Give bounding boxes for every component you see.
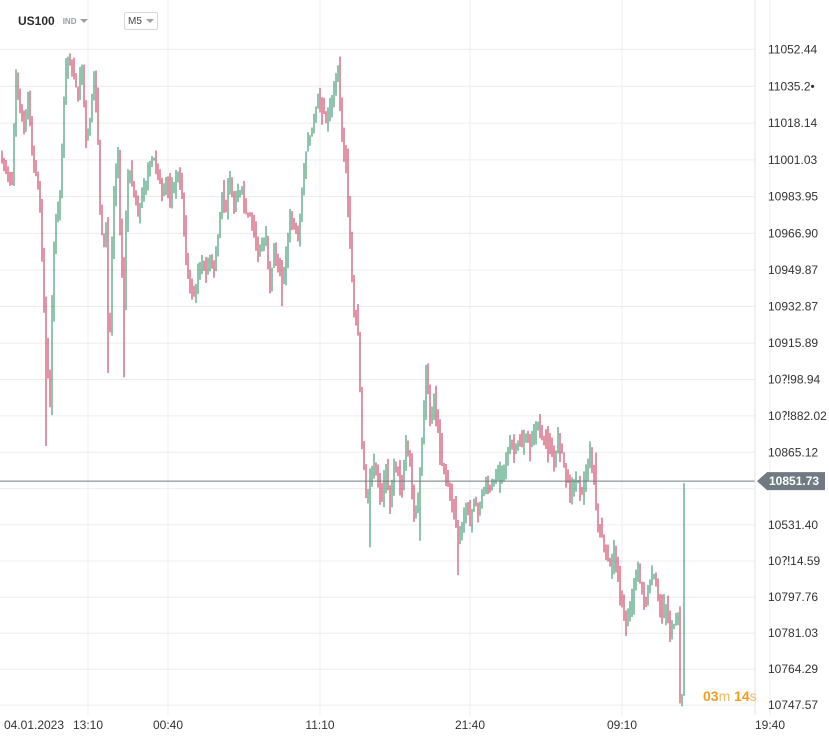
- x-tick-label: 04.01.2023: [4, 718, 64, 732]
- price-axis[interactable]: 11052.44 11035.2• 11018.14 11001.03 10983.95…: [754, 0, 827, 715]
- y-tick-label: 11018.14: [768, 116, 817, 130]
- countdown-minutes: 03: [703, 688, 719, 704]
- timeframe-label: M5: [128, 15, 142, 27]
- symbol-selector[interactable]: US100 IND: [18, 12, 89, 30]
- x-tick-label: 11:10: [305, 718, 334, 732]
- y-tick-label: 10747.57: [768, 698, 818, 712]
- y-tick-label: 11001.03: [768, 153, 817, 167]
- y-tick-label: 10797.76: [768, 590, 818, 604]
- y-tick-label: 10764.29: [768, 662, 818, 676]
- y-tick-label: 10865.12: [768, 445, 818, 459]
- y-tick-label: 10932.87: [768, 300, 818, 314]
- y-tick-label: 10949.87: [768, 263, 818, 277]
- y-tick-label: 10⁈882.02: [768, 409, 827, 423]
- y-tick-label: 10983.95: [768, 190, 818, 204]
- y-tick-label: 10915.89: [768, 336, 818, 350]
- countdown-minutes-unit: m: [718, 688, 731, 704]
- candle-countdown: 03m 14s: [703, 688, 757, 704]
- timeframe-selector[interactable]: M5: [124, 12, 158, 30]
- y-tick-label: 10781.03: [768, 626, 818, 640]
- x-tick-label: 21:40: [455, 718, 485, 732]
- x-tick-label: 13:10: [73, 718, 103, 732]
- time-axis[interactable]: 04.01.2023 13:10 00:40 11:10 21:40 09:10 19:40: [4, 718, 785, 732]
- price-tag-label: 10851.73: [769, 474, 819, 488]
- y-tick-label: 11035.2•: [768, 79, 815, 93]
- chart-grid: [0, 0, 771, 715]
- x-tick-label: 19:40: [755, 718, 785, 732]
- x-tick-label: 00:40: [153, 718, 183, 732]
- countdown-seconds-unit: s: [749, 688, 757, 704]
- chevron-down-icon: [80, 19, 89, 23]
- y-tick-label: 10⁈98.94: [768, 373, 820, 387]
- y-tick-label: 10⁈14.59: [768, 554, 820, 568]
- chevron-down-icon: [145, 19, 154, 23]
- candlestick-series: [1, 53, 685, 707]
- x-tick-label: 09:10: [607, 718, 637, 732]
- y-tick-label: 10531.40: [768, 518, 818, 532]
- current-price-line: 10851.73: [0, 472, 825, 491]
- countdown-seconds: 14: [734, 688, 750, 704]
- y-tick-label: 11052.44: [768, 42, 817, 56]
- price-tag: [757, 472, 825, 491]
- y-tick-label: 10966.90: [768, 226, 818, 240]
- symbol-name: US100: [18, 14, 55, 28]
- symbol-type: IND: [62, 16, 77, 26]
